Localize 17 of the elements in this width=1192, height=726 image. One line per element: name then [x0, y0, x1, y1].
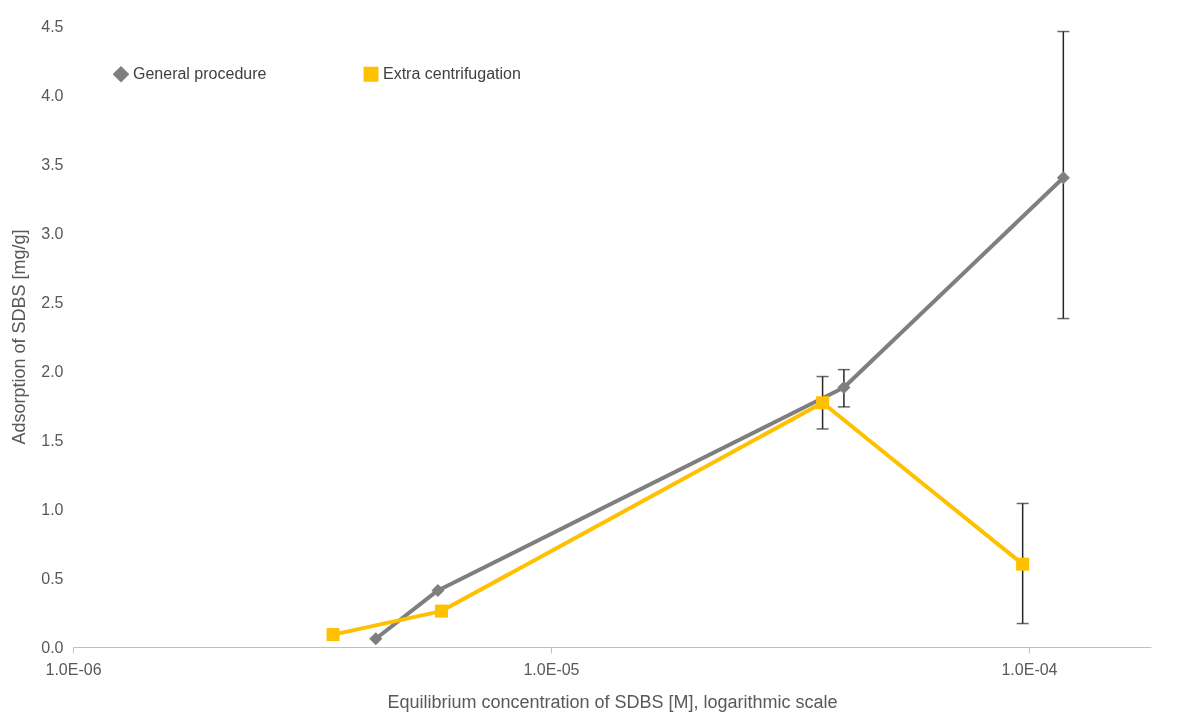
y-tick-label: 1.0	[41, 500, 64, 518]
y-tick-label: 3.0	[41, 224, 64, 242]
y-axis-title: Adsorption of SDBS [mg/g]	[9, 229, 30, 445]
x-tick-label: 1.0E-05	[523, 660, 580, 678]
y-tick-label: 3.5	[41, 155, 64, 173]
x-axis-title: Equilibrium concentration of SDBS [M], logarithmic scale	[387, 691, 838, 712]
x-tick-label: 1.0E-04	[1001, 660, 1058, 678]
y-tick-label: 0.0	[41, 638, 64, 656]
y-tick-label: 1.5	[41, 431, 64, 449]
legend-label: Extra centrifugation	[383, 65, 521, 83]
y-tick-label: 2.0	[41, 362, 64, 380]
legend-label: General procedure	[133, 65, 267, 83]
y-tick-label: 0.5	[41, 569, 64, 587]
x-tick-label: 1.0E-06	[45, 660, 102, 678]
y-tick-label: 4.5	[41, 17, 64, 35]
y-tick-label: 2.5	[41, 293, 64, 311]
y-tick-label: 4.0	[41, 86, 64, 104]
